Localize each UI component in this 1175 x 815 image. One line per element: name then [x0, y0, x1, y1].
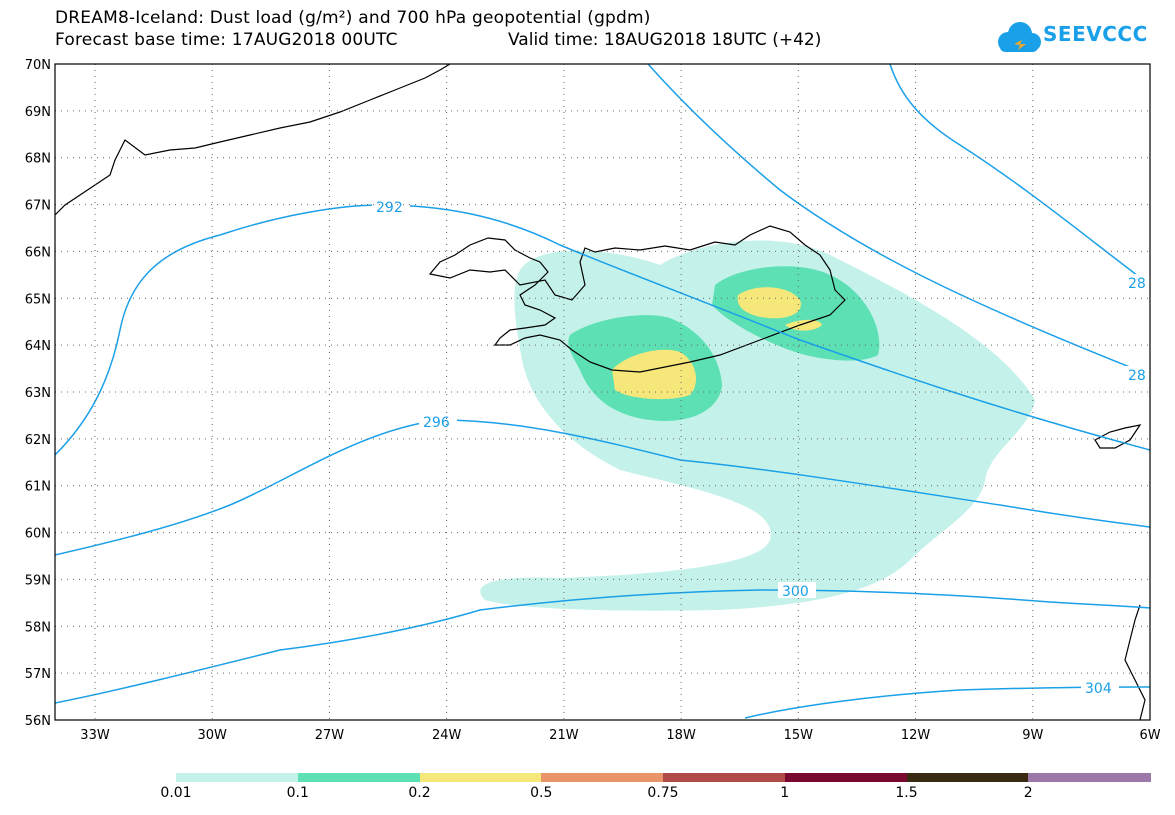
- lon-tick-label: 33W: [80, 728, 110, 743]
- greenland-coastline: [54, 63, 451, 216]
- cloud-icon: [998, 22, 1041, 52]
- lat-tick-label: 64N: [25, 339, 51, 354]
- valid-time: Valid time: 18AUG2018 18UTC (+42): [508, 30, 822, 50]
- dust-load-shading: [480, 240, 1035, 611]
- map-frame: [54, 63, 1151, 721]
- contour-300: [54, 589, 1151, 704]
- scotland-coastline: [1124, 604, 1146, 721]
- colorbar-swatch: [419, 773, 542, 782]
- colorbar-swatch: [541, 773, 664, 782]
- lat-tick-label: 57N: [25, 667, 51, 682]
- lat-tick-label: 61N: [25, 480, 51, 495]
- latitude-labels: 70N 69N 68N 67N 66N 65N 64N 63N 62N 61N 60N 59N 58N 5…: [25, 58, 51, 729]
- graticule: [55, 64, 1150, 720]
- colorbar-label: 2: [1023, 785, 1033, 801]
- colorbar-swatch: [784, 773, 907, 782]
- lon-tick-label: 30W: [198, 728, 228, 743]
- lat-tick-label: 65N: [25, 292, 51, 307]
- lat-tick-label: 59N: [25, 573, 51, 588]
- contour-label: 304: [1085, 681, 1112, 697]
- contour-304: [744, 686, 1151, 719]
- lon-tick-label: 12W: [901, 728, 931, 743]
- colorbar-label: 1.5: [895, 785, 918, 801]
- colorbar-label: 0.2: [408, 785, 431, 801]
- contour-label: 292: [376, 200, 403, 216]
- colorbar-label: 0.75: [647, 785, 679, 801]
- logo-text: SEEVCCC: [1043, 22, 1148, 46]
- dust-region-0.2-east: [737, 287, 801, 319]
- lat-tick-label: 67N: [25, 199, 51, 214]
- lon-tick-label: 24W: [432, 728, 462, 743]
- colorbar-swatch: [176, 773, 299, 782]
- colorbar-label: 1: [780, 785, 790, 801]
- faroe-shetland-coastline: [1094, 424, 1142, 449]
- map-title: DREAM8-Iceland: Dust load (g/m²) and 700…: [55, 8, 651, 28]
- lat-tick-label: 68N: [25, 152, 51, 167]
- iceland-coastline: [428, 225, 846, 373]
- forecast-base-time: Forecast base time: 17AUG2018 00UTC: [55, 30, 398, 50]
- colorbar-swatch: [297, 773, 420, 782]
- contour-292: [54, 204, 1151, 456]
- colorbar-label: 0.5: [530, 785, 553, 801]
- geopotential-contours: [54, 63, 1151, 719]
- colorbar-label: 0.1: [286, 785, 309, 801]
- coastlines: [54, 63, 1146, 721]
- lon-tick-label: 15W: [784, 728, 814, 743]
- contour-288-a: [647, 63, 1151, 376]
- contour-label: 28: [1128, 276, 1146, 292]
- dust-region-0.2-west: [612, 349, 696, 400]
- lat-tick-label: 69N: [25, 105, 51, 120]
- lon-tick-label: 27W: [315, 728, 345, 743]
- lat-tick-label: 56N: [25, 714, 51, 729]
- lon-tick-label: 6W: [1139, 728, 1160, 743]
- contour-296: [54, 419, 1151, 556]
- lat-tick-label: 66N: [25, 245, 51, 260]
- lon-tick-label: 18W: [666, 728, 696, 743]
- contour-label: 300: [782, 584, 809, 600]
- lat-tick-label: 63N: [25, 386, 51, 401]
- colorbar-swatch: [906, 773, 1029, 782]
- contour-label: 28: [1128, 368, 1146, 384]
- colorbar-swatch: [663, 773, 786, 782]
- colorbar-label: 0.01: [160, 785, 192, 801]
- colorbar-swatch: [1028, 773, 1151, 782]
- dust-region-0.2-coast: [785, 319, 822, 331]
- lon-tick-label: 9W: [1022, 728, 1043, 743]
- contour-label: 296: [423, 415, 450, 431]
- lat-tick-label: 60N: [25, 527, 51, 542]
- lat-tick-label: 58N: [25, 620, 51, 635]
- lat-tick-label: 70N: [25, 58, 51, 73]
- lat-tick-label: 62N: [25, 433, 51, 448]
- longitude-labels: 33W 30W 27W 24W 21W 18W 15W 12W 9W 6W: [80, 728, 1160, 743]
- lon-tick-label: 21W: [549, 728, 579, 743]
- contour-labels: 292 296 300 304 28 28: [372, 198, 1150, 697]
